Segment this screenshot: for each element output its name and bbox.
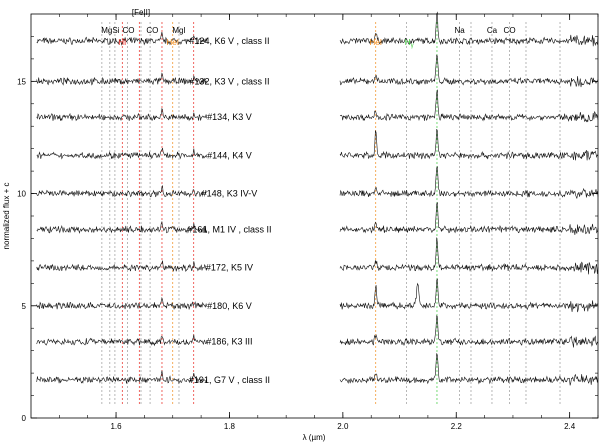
series-label: #186, K3 III [206, 337, 252, 347]
spectrum-line [36, 220, 208, 234]
line-label: [FeII] [132, 8, 150, 17]
line-markers [101, 22, 561, 404]
line-label: HI [118, 38, 126, 47]
series-label: #144, K4 V [207, 150, 252, 160]
spectrum-line [339, 314, 599, 348]
series-label: #161, M1 IV , class II [187, 224, 271, 234]
line-identifications: Hγ MgSi CO [FeII] HI CO MgI HeI HeI Na Ca CO [101, 8, 515, 49]
spectrum-line [339, 54, 599, 88]
spectrum-line [339, 237, 599, 275]
x-axis-title: λ (µm) [303, 433, 326, 442]
x-tick-label: 1.8 [224, 422, 236, 431]
spectrum-line [339, 278, 599, 313]
line-label: CO [146, 26, 158, 35]
series-label: #134, K3 V [207, 112, 252, 122]
plot-frame [30, 13, 599, 419]
y-tick-label: 5 [22, 302, 27, 311]
series-label: #172, K5 IV [206, 263, 253, 273]
star-labels: #124, K6 V , class II #132, K3 V , class … [187, 36, 271, 385]
spectrum-line [36, 260, 208, 272]
spectrum-line [339, 128, 599, 161]
spectrum-line [36, 147, 208, 160]
line-label: Na [455, 26, 466, 35]
spectrum-line [339, 202, 599, 235]
spectrum-line [339, 353, 599, 386]
x-tick-label: 2.0 [337, 422, 349, 431]
spectrum-line [36, 296, 208, 311]
spectrum-line [36, 107, 208, 122]
spectrum-line [339, 166, 599, 199]
series-label: #180, K6 V [207, 301, 252, 311]
spectra [36, 11, 599, 386]
spectrum-line [36, 370, 208, 385]
line-label: Ca [487, 26, 498, 35]
y-axis-title: normalized flux + c [2, 183, 11, 250]
line-label: CO [123, 26, 135, 35]
spectrum-line [36, 334, 208, 347]
line-label: HeI [167, 38, 179, 47]
line-label: HeI [370, 38, 382, 47]
x-tick-label: 2.4 [564, 422, 576, 431]
y-tick-label: 10 [17, 190, 26, 199]
spectrum-line [36, 72, 207, 86]
h-gamma-label: Hγ [405, 38, 414, 49]
line-label: MgSi [101, 26, 119, 35]
series-label: #148, K3 IV-V [202, 189, 258, 199]
spectrum-line [339, 89, 599, 123]
x-tick-label: 2.2 [451, 422, 463, 431]
spectrum-line [36, 32, 208, 46]
axes: 1.6 1.8 2.0 2.2 2.4 0 5 10 15 [17, 14, 599, 431]
x-tick-label: 1.6 [110, 422, 122, 431]
line-label: MgI [172, 26, 185, 35]
y-tick-label: 0 [22, 414, 27, 423]
series-label: #191, G7 V , class II [189, 375, 270, 385]
y-tick-label: 15 [17, 77, 26, 86]
series-label: #132, K3 V , class II [189, 76, 269, 86]
series-label: #124, K6 V , class II [189, 36, 269, 46]
line-label: CO [504, 26, 516, 35]
spectrum-line [36, 184, 207, 198]
spectrum-line [339, 11, 599, 47]
